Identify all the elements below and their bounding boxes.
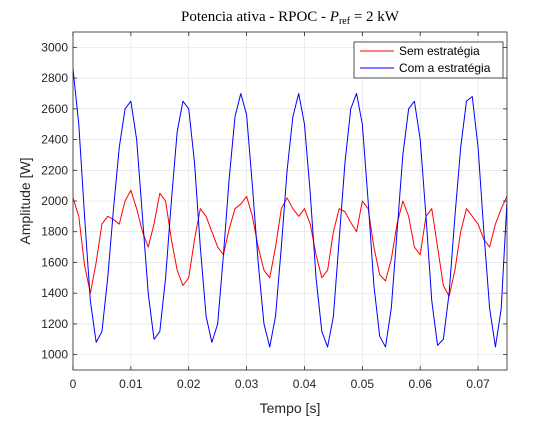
y-tick-label: 2800 xyxy=(41,71,68,85)
y-tick-labels: 1000 1200 1400 1600 1800 2000 2200 2400 2600 2800… xyxy=(41,40,68,361)
y-axis-label: Amplitude [W] xyxy=(17,157,33,244)
y-tick-label: 2600 xyxy=(41,102,68,116)
axis-ticks xyxy=(72,32,507,370)
x-tick-label: 0.04 xyxy=(293,377,317,391)
y-tick-label: 2400 xyxy=(41,133,68,147)
x-tick-label: 0.02 xyxy=(177,377,201,391)
x-tick-label: 0.05 xyxy=(351,377,375,391)
series-layer xyxy=(73,68,507,348)
x-tick-label: 0 xyxy=(70,377,77,391)
x-tick-label: 0.07 xyxy=(466,377,490,391)
y-tick-label: 1600 xyxy=(41,255,68,269)
legend-box xyxy=(353,41,504,79)
x-axis-label: Tempo [s] xyxy=(260,400,321,416)
x-tick-labels: 0 0.01 0.02 0.03 0.04 0.05 0.06 0.07 xyxy=(70,377,490,391)
legend-label-sem-estrategia: Sem estratégia xyxy=(399,44,480,58)
x-tick-label: 0.03 xyxy=(235,377,259,391)
chart-title-symbol: P xyxy=(329,9,339,25)
y-tick-label: 1000 xyxy=(41,348,68,362)
x-tick-label: 0.01 xyxy=(119,377,143,391)
y-tick-label: 1800 xyxy=(41,225,68,239)
chart-title-subscript: ref xyxy=(339,16,351,27)
y-tick-label: 2200 xyxy=(41,163,68,177)
y-tick-label: 1400 xyxy=(41,286,68,300)
x-tick-label: 0.06 xyxy=(409,377,433,391)
chart-title: Potencia ativa - RPOC - Pref = 2 kW xyxy=(181,9,400,27)
legend: Sem estratégia Com a estratégia xyxy=(353,41,504,79)
chart-title-main: Potencia ativa - RPOC - xyxy=(181,9,330,25)
legend-label-com-estrategia: Com a estratégia xyxy=(399,61,491,75)
chart-title-tail: = 2 kW xyxy=(350,9,400,25)
y-tick-label: 3000 xyxy=(41,40,68,54)
series-line-sem-estrategia xyxy=(73,189,507,297)
y-tick-label: 1200 xyxy=(41,317,68,331)
series-line-com-estrategia xyxy=(73,68,507,348)
y-tick-label: 2000 xyxy=(41,194,68,208)
